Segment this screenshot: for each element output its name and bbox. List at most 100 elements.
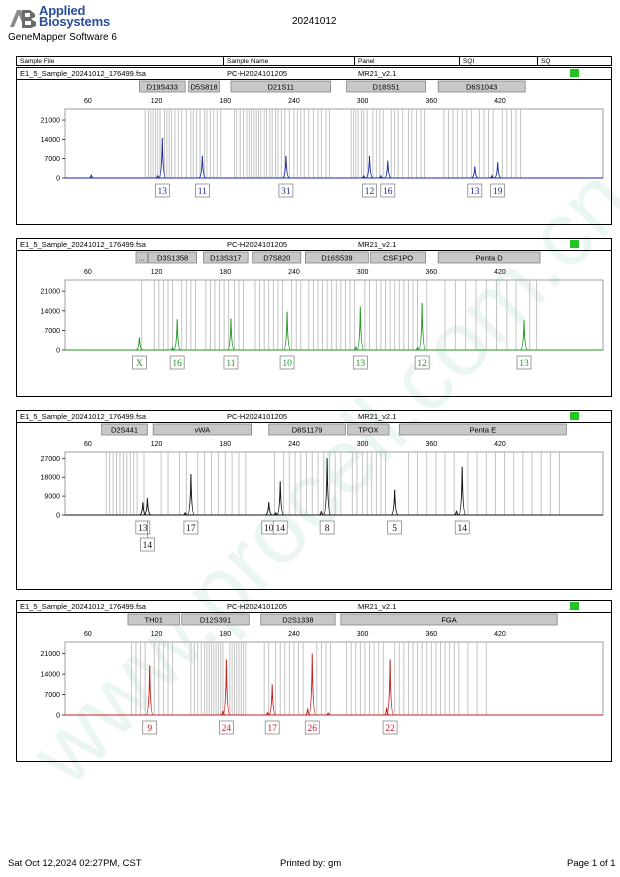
locus-bar — [268, 423, 346, 436]
x-tick-label: 360 — [425, 269, 437, 276]
locus-label: D2S1338 — [282, 616, 313, 625]
allele-call-label: 10 — [282, 359, 292, 369]
locus-bar — [305, 251, 369, 264]
col-sample-name: Sample Name — [227, 58, 269, 65]
x-tick-label: 420 — [494, 269, 506, 276]
locus-bar — [181, 613, 250, 626]
locus-bar — [252, 251, 302, 264]
allele-peak — [471, 166, 479, 179]
panel-name: MR21_v2.1 — [358, 240, 397, 249]
y-tick-label: 7000 — [44, 692, 60, 699]
plot-area — [64, 641, 604, 716]
allele-call-label: 12 — [365, 187, 375, 197]
minor-peak — [361, 175, 367, 179]
y-tick-label: 0 — [56, 176, 60, 183]
x-tick-label: 180 — [219, 269, 231, 276]
x-tick-label: 120 — [151, 269, 163, 276]
page-number: Page 1 of 1 — [567, 858, 616, 869]
sample-file: E1_5_Sample_20241012_176499.fsa — [20, 602, 146, 611]
panel-info-row: E1_5_Sample_20241012_176499.fsa PC-H2024… — [17, 601, 611, 613]
allele-call-label: 16 — [383, 187, 393, 197]
locus-label: TH01 — [145, 616, 163, 625]
x-tick-label: 240 — [288, 441, 300, 448]
minor-peak — [88, 174, 94, 179]
allele-peak — [386, 659, 395, 716]
allele-peak — [282, 155, 290, 179]
plot-area — [64, 451, 604, 516]
col-divider — [459, 57, 460, 65]
allele-call-box — [140, 537, 155, 552]
locus-bar — [135, 251, 148, 264]
allele-call-label: 11 — [226, 359, 235, 369]
electropherogram-chart[interactable]: ... D3S1358 D13S317 D7S820 D16S539 CSF1PO Pent… — [17, 239, 611, 396]
y-tick-label: 21000 — [41, 651, 61, 658]
y-tick-label: 27000 — [41, 456, 61, 463]
locus-label: D18S51 — [373, 83, 400, 92]
x-tick-label: 420 — [494, 441, 506, 448]
sample-file: E1_5_Sample_20241012_176499.fsa — [20, 412, 146, 421]
electropherogram-panel-red: E1_5_Sample_20241012_176499.fsa PC-H2024… — [16, 600, 612, 762]
allele-call-label: 14 — [143, 541, 153, 551]
allele-peak — [356, 306, 365, 351]
locus-bar — [203, 251, 249, 264]
allele-peak — [265, 501, 273, 516]
electropherogram-panel-green: E1_5_Sample_20241012_176499.fsa PC-H2024… — [16, 238, 612, 397]
sample-header-table: Sample File Sample Name Panel SQI SQ — [16, 56, 612, 66]
y-tick-label: 14000 — [41, 137, 61, 144]
allele-call-label: 17 — [267, 724, 277, 734]
allele-call-box — [382, 720, 398, 735]
x-tick-label: 60 — [84, 631, 92, 638]
run-date: 20241012 — [292, 16, 337, 27]
electropherogram-chart[interactable]: D2S441 vWA D8S1179 TPOX Penta E 60 120 180 240 30… — [17, 411, 611, 589]
allele-call-box — [132, 355, 147, 370]
locus-label: D12S391 — [200, 616, 231, 625]
allele-call-box — [516, 355, 532, 370]
allele-call-label: 11 — [198, 187, 207, 197]
allele-call-box — [183, 520, 199, 535]
locus-label: TPOX — [358, 426, 378, 435]
allele-call-label: 13 — [138, 524, 148, 534]
applied-biosystems-logo-icon — [10, 10, 36, 28]
locus-label: Penta E — [469, 426, 496, 435]
panel-name: MR21_v2.1 — [358, 69, 397, 78]
allele-peak — [323, 458, 332, 516]
col-sqi: SQI — [463, 58, 475, 65]
allele-call-label: 13 — [158, 187, 168, 197]
allele-call-box — [414, 355, 430, 370]
allele-call-label: 16 — [172, 359, 182, 369]
sample-name: PC-H2024101205 — [227, 69, 288, 78]
allele-peak — [143, 498, 152, 516]
printed-by: Printed by: gm — [280, 858, 342, 869]
allele-peak — [418, 302, 427, 351]
panel-name: MR21_v2.1 — [358, 412, 397, 421]
y-tick-label: 9000 — [44, 494, 60, 501]
locus-label: D19S433 — [147, 83, 178, 92]
x-tick-label: 180 — [219, 98, 231, 105]
locus-bar — [230, 80, 331, 93]
allele-call-label: 14 — [457, 524, 467, 534]
locus-bar — [437, 251, 541, 264]
allele-call-box — [154, 183, 170, 198]
minor-peak — [318, 511, 324, 516]
allele-call-box — [467, 183, 483, 198]
allele-call-box — [272, 520, 288, 535]
allele-peak — [268, 684, 276, 716]
y-tick-label: 21000 — [41, 118, 61, 125]
locus-label: FGA — [441, 616, 456, 625]
electropherogram-panel-blue: E1_5_Sample_20241012_176499.fsa PC-H2024… — [16, 67, 612, 225]
minor-peak — [384, 707, 390, 716]
locus-label: D21S11 — [267, 83, 294, 92]
allele-call-box — [387, 520, 403, 535]
x-tick-label: 300 — [357, 98, 369, 105]
panel-info-row: E1_5_Sample_20241012_176499.fsa PC-H2024… — [17, 411, 611, 423]
y-tick-label: 14000 — [41, 672, 61, 679]
x-tick-label: 300 — [357, 269, 369, 276]
locus-label: D2S441 — [111, 426, 138, 435]
y-tick-label: 0 — [56, 348, 60, 355]
allele-call-label: 14 — [275, 524, 285, 534]
locus-label: D3S1358 — [157, 254, 188, 263]
x-tick-label: 180 — [219, 631, 231, 638]
locus-label: D5S818 — [191, 83, 218, 92]
